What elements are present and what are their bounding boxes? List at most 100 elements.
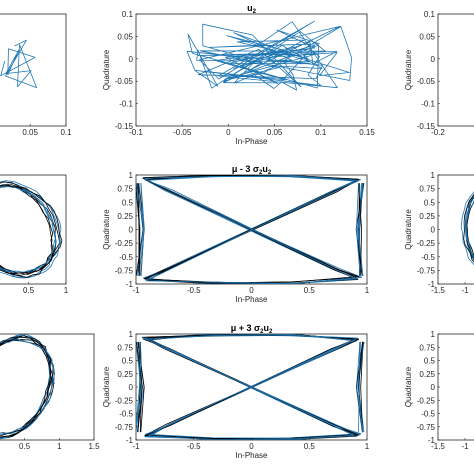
trace-series [0,184,60,276]
trace-series [147,334,356,440]
trace-series [0,184,63,274]
x-tick-label: -0.1 [129,128,143,137]
trace-series [355,183,361,276]
y-tick-label: 0 [129,383,134,392]
y-tick-label: -0.5 [119,253,133,262]
y-tick-label: -0.25 [417,239,436,248]
y-tick-label: 0.25 [117,370,133,379]
x-tick-label: 0 [249,442,254,451]
traces [136,334,365,440]
x-tick-label: 0.1 [315,128,327,137]
y-tick-label: -0.25 [417,396,436,405]
subplot-p21: -1 -0.5 0 0.5 1 1 0.75 0.5 0.25 0 -0.25 -0.5 -0.75 -1… [102,323,370,460]
y-tick-label: 0 [431,383,436,392]
trace-series [136,341,143,433]
x-tick-label: 0.5 [304,286,316,295]
trace-series [0,336,53,438]
y-tick-label: 0.1 [122,10,134,19]
y-tick-label: 0 [129,55,134,64]
y-tick-label: -0.15 [417,122,436,131]
y-tick-label: 0.5 [424,198,436,207]
y-axis-label: Quadrature [102,49,111,90]
trace-series [137,341,141,433]
x-tick-label: 1 [365,286,370,295]
y-tick-label: -1 [126,280,134,289]
subplot-p20: 0.5 1 1.5 [0,333,100,451]
x-axis-label: In-Phase [235,137,268,146]
y-tick-label: 0 [129,226,134,235]
y-tick-label: -0.5 [119,410,133,419]
y-tick-label: -0.15 [115,122,134,131]
y-tick-label: 1 [431,330,436,339]
trace-series [144,175,360,284]
y-tick-label: -0.5 [421,410,435,419]
trace-series [464,196,474,259]
y-axis-label: Quadrature [404,366,413,407]
plot-title: μ - 3 σ2u2 [232,164,272,176]
traces [460,191,474,266]
y-tick-label: 0.5 [122,357,134,366]
y-tick-label: -0.1 [119,100,133,109]
x-tick-label: 0.05 [267,128,283,137]
y-tick-label: -0.25 [115,396,134,405]
y-tick-label: 0.75 [419,185,435,194]
trace-series [0,338,52,437]
x-tick-label: -0.5 [187,442,201,451]
x-tick-label: -1 [461,442,469,451]
plot-title: u2 [247,3,257,15]
x-tick-label: 0.5 [19,442,31,451]
subplot-p12: -1.5 -110.750.50.250-0.25-0.5-0.75-1Quadr… [404,171,474,295]
x-tick-label: -0.05 [173,128,192,137]
x-tick-label: 0.05 [22,128,38,137]
x-tick-label: -1.5 [431,286,445,295]
x-tick-label: -0.5 [187,286,201,295]
traces [186,20,353,91]
y-axis-label: Quadrature [102,209,111,250]
trace-series [0,336,55,438]
trace-series [138,183,145,276]
x-tick-label: 0.5 [304,442,316,451]
y-tick-label: 1 [431,171,436,180]
y-tick-label: -0.75 [417,423,436,432]
y-tick-label: 0.75 [117,185,133,194]
trace-series [136,341,141,431]
y-tick-label: 0 [431,226,436,235]
trace-series [0,39,37,88]
y-tick-label: -1 [126,436,134,445]
subplot-p00: 0.05 0.1 [0,13,72,137]
trace-series [0,183,54,275]
trace-series [136,183,141,276]
y-tick-label: -0.05 [115,77,134,86]
axes-box [437,333,474,441]
y-axis-label: Quadrature [404,209,413,250]
subplot-p01: -0.1 -0.05 0 0.05 0.1 0.150.10.050-0.05-0.1-0… [102,3,375,146]
plot-title: μ + 3 σ2u2 [231,323,273,335]
subplot-p02: -0.2 0.1 0.05 0 -0.05 -0.1 -0.15 Quadrature [404,10,474,137]
x-tick-label: 0.15 [359,128,375,137]
trace-series [0,185,57,274]
y-axis-label: Quadrature [102,366,111,407]
traces [136,175,365,284]
y-tick-label: -0.25 [115,239,134,248]
x-tick-label: 0 [249,286,254,295]
y-tick-label: 0.75 [117,343,133,352]
traces [0,180,63,279]
y-tick-label: -0.05 [417,77,436,86]
x-tick-label: -0.2 [431,128,445,137]
x-tick-label: 1 [64,286,69,295]
y-tick-label: 0.25 [419,370,435,379]
subplot-p22: -1.5 -110.750.50.250-0.25-0.5-0.75-1Quadr… [404,330,474,451]
y-tick-label: 0.1 [424,10,436,19]
traces [0,39,37,88]
y-tick-label: -0.75 [417,266,436,275]
y-tick-label: 1 [129,330,134,339]
x-tick-label: 0 [226,128,231,137]
x-axis-label: In-Phase [235,295,268,304]
y-tick-label: 0.05 [117,32,133,41]
x-tick-label: 1.5 [88,442,100,451]
y-tick-label: -0.5 [421,253,435,262]
subplot-p10: 0.5 1 [0,174,69,295]
x-tick-label: -1.5 [431,442,445,451]
subplot-p11: -1 -0.5 0 0.5 1 1 0.75 0.5 0.25 0 -0.25 -0.5 -0.75 -1… [102,164,370,304]
trace-series [357,341,363,433]
